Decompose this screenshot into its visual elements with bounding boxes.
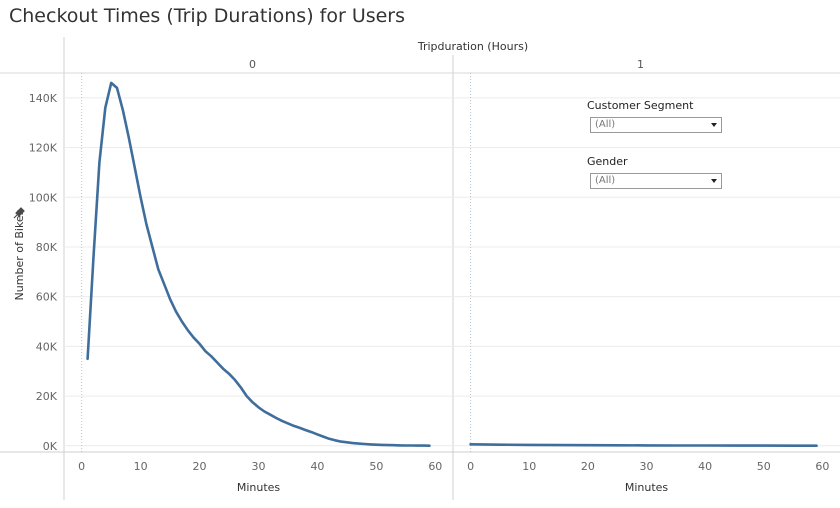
panel-header: 0 [249, 58, 256, 71]
x-tick-label: 0 [467, 460, 474, 473]
customer-segment-dropdown[interactable]: (All) [590, 117, 722, 133]
x-tick-label: 30 [252, 460, 266, 473]
x-tick-label: 0 [78, 460, 85, 473]
x-tick-label: 50 [369, 460, 383, 473]
series-layer [86, 81, 818, 448]
y-tick-label: 40K [36, 340, 58, 353]
y-axis-title: Number of Bikes [13, 209, 26, 300]
page-title: Checkout Times (Trip Durations) for User… [9, 5, 406, 27]
x-axis-title: Minutes [625, 481, 669, 494]
x-tick-label: 10 [522, 460, 536, 473]
x-tick-label: 60 [428, 460, 442, 473]
y-tick-label: 0K [43, 440, 58, 453]
chevron-down-icon [711, 179, 717, 183]
y-tick-label: 120K [29, 142, 58, 155]
y-tick-label: 20K [36, 390, 58, 403]
y-tick-label: 80K [36, 241, 58, 254]
x-tick-label: 40 [698, 460, 712, 473]
x-tick-label: 30 [640, 460, 654, 473]
x-tick-label: 20 [581, 460, 595, 473]
x-tick-label: 50 [757, 460, 771, 473]
label-layer: Tripduration (Hours)0K20K40K60K80K100K12… [13, 40, 829, 494]
chevron-down-icon [711, 123, 717, 127]
series-line [469, 442, 818, 448]
column-header-title: Tripduration (Hours) [417, 40, 528, 53]
x-tick-label: 10 [134, 460, 148, 473]
gender-label: Gender [587, 155, 628, 168]
y-tick-label: 100K [29, 191, 58, 204]
x-tick-label: 40 [310, 460, 324, 473]
x-tick-label: 20 [193, 460, 207, 473]
gridlines [64, 97, 840, 447]
zero-lines [81, 73, 472, 452]
pin-icon [13, 207, 25, 219]
gender-value: (All) [595, 175, 616, 186]
panel-header: 1 [637, 58, 644, 71]
gender-dropdown[interactable]: (All) [590, 173, 722, 189]
customer-segment-label: Customer Segment [587, 99, 694, 112]
y-tick-label: 60K [36, 291, 58, 304]
customer-segment-value: (All) [595, 119, 616, 130]
x-axis-title: Minutes [237, 481, 281, 494]
y-tick-label: 140K [29, 92, 58, 105]
series-line [86, 81, 431, 448]
chart-frame [0, 37, 840, 500]
x-tick-label: 60 [815, 460, 829, 473]
